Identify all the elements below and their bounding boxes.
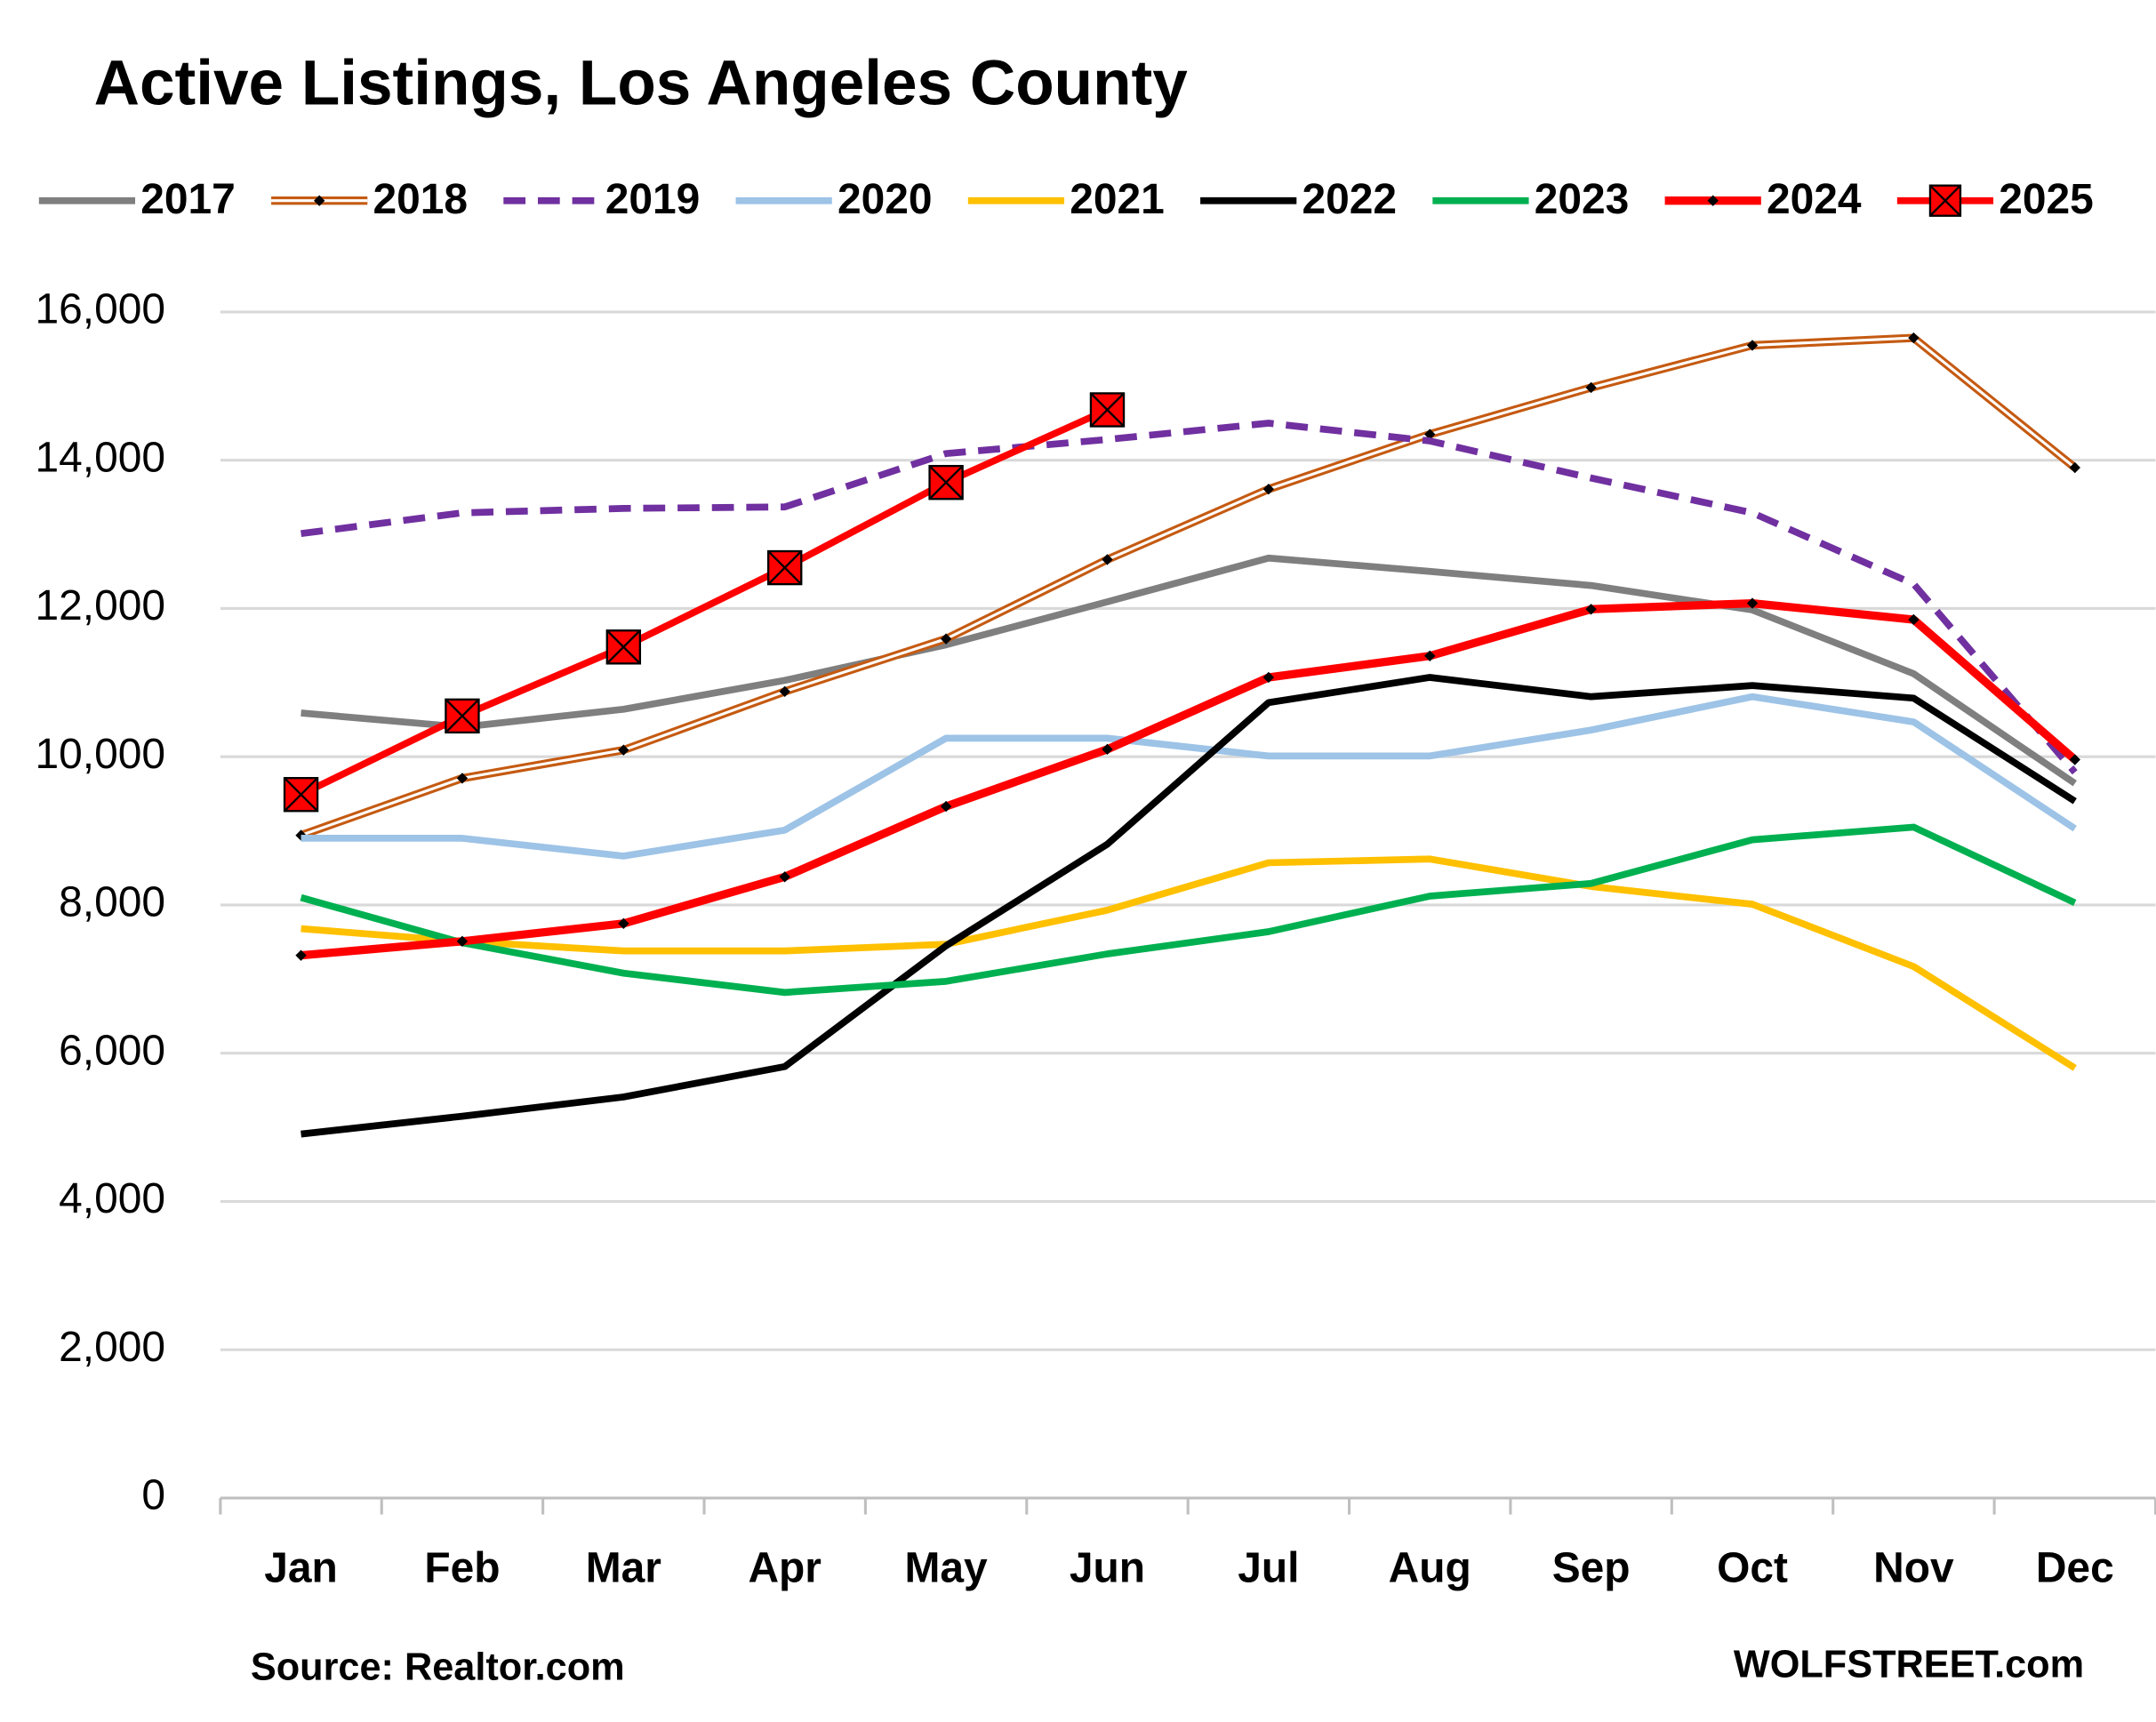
legend-label: 2018: [373, 176, 468, 223]
line-series: [301, 420, 2078, 775]
line-series-inner: [301, 336, 2076, 837]
y-tick-label: 12,000: [35, 582, 165, 629]
legend-label: 2025: [1999, 176, 2094, 223]
y-tick-label: 14,000: [35, 434, 165, 481]
point-marker: [2069, 754, 2080, 765]
point-marker: [456, 773, 469, 784]
x-tick-label: Jun: [1070, 1545, 1145, 1592]
y-tick-label: 8,000: [59, 879, 165, 926]
legend-label: 2022: [1302, 176, 1397, 223]
legend-label: 2017: [140, 176, 236, 223]
legend-label: 2024: [1767, 176, 1862, 223]
x-tick-label: Sep: [1552, 1545, 1631, 1592]
x-tick-label: Jul: [1238, 1545, 1299, 1592]
x-tick-label: Dec: [2036, 1545, 2114, 1592]
line-series: [301, 554, 2077, 787]
point-marker: [2069, 461, 2080, 474]
line-series: [299, 406, 1110, 798]
x-tick-label: Mar: [586, 1545, 661, 1592]
x-tick-label: Nov: [1873, 1545, 1954, 1592]
marker-cross: [284, 777, 318, 813]
point-marker: [1908, 332, 1920, 344]
x-tick-label: Aug: [1389, 1545, 1471, 1592]
point-marker: [940, 800, 952, 813]
point-marker: [1746, 597, 1759, 609]
y-tick-label: 4,000: [59, 1175, 165, 1222]
legend-label: 2021: [1070, 176, 1165, 223]
x-tick-label: Apr: [748, 1545, 822, 1592]
line-series: [301, 693, 2077, 860]
y-tick-label: 6,000: [59, 1027, 165, 1074]
y-tick-label: 16,000: [35, 286, 165, 333]
line-series: [301, 855, 2077, 1071]
marker-cross: [1090, 392, 1125, 428]
legend-label: 2019: [605, 176, 701, 223]
point-marker: [1908, 613, 1920, 626]
point-marker: [1102, 743, 1113, 756]
point-marker: [1585, 604, 1597, 615]
legend-marker: [1707, 195, 1719, 206]
point-marker: [779, 871, 790, 883]
point-marker: [1262, 484, 1275, 495]
line-series: [300, 823, 2077, 997]
point-marker: [779, 685, 790, 698]
y-tick-label: 2,000: [59, 1324, 165, 1371]
point-marker: [940, 633, 952, 645]
x-tick-label: Oct: [1717, 1545, 1788, 1592]
legend-marker-cross: [1929, 184, 1961, 217]
marker-cross: [928, 465, 964, 501]
point-marker: [1262, 671, 1275, 684]
source-note: Source: Realtor.com: [251, 1646, 625, 1689]
legend-marker: [313, 195, 325, 206]
point-marker: [1585, 381, 1597, 394]
x-tick-label: May: [904, 1545, 988, 1592]
y-tick-label: 10,000: [35, 731, 165, 778]
point-marker: [1102, 554, 1113, 565]
x-tick-label: Feb: [424, 1545, 500, 1592]
point-marker: [618, 744, 629, 756]
credit: WOLFSTREET.com: [1734, 1644, 2084, 1686]
point-marker: [456, 935, 469, 948]
point-marker: [618, 917, 629, 929]
legend-label: 2020: [838, 176, 933, 223]
marker-cross: [605, 629, 641, 665]
line-series: [301, 598, 2078, 960]
point-marker: [1424, 650, 1436, 661]
chart-title: Active Listings, Los Angeles County: [94, 49, 1189, 119]
line-series: [301, 674, 2077, 1138]
y-tick-label: 0: [141, 1472, 165, 1519]
marker-cross: [445, 698, 480, 733]
point-marker: [1424, 428, 1436, 440]
marker-cross: [767, 550, 803, 585]
x-tick-label: Jan: [264, 1545, 338, 1592]
legend-label: 2023: [1535, 176, 1630, 223]
